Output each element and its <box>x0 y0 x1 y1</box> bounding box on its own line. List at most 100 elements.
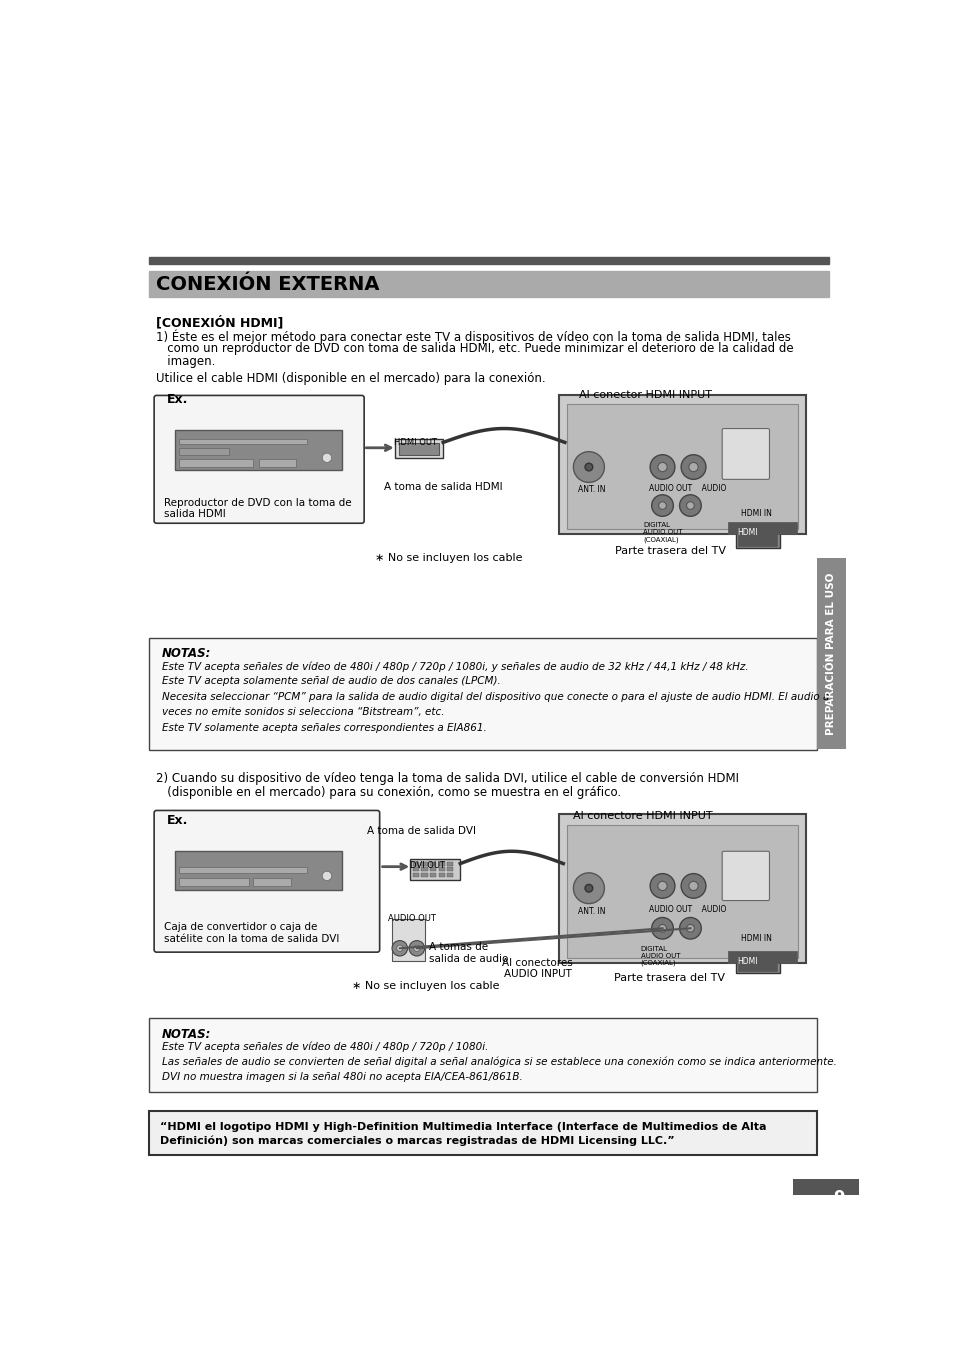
Bar <box>149 1111 816 1155</box>
Text: Caja de convertidor o caja de: Caja de convertidor o caja de <box>164 923 317 932</box>
Text: Este TV solamente acepta señales correspondientes a EIA861.: Este TV solamente acepta señales corresp… <box>162 723 486 732</box>
Bar <box>179 867 307 873</box>
Bar <box>149 1019 816 1092</box>
Bar <box>447 862 453 866</box>
Bar <box>438 867 444 871</box>
Text: Utilice el cable HDMI (disponible en el mercado) para la conexión.: Utilice el cable HDMI (disponible en el … <box>156 372 545 385</box>
Bar <box>149 257 828 263</box>
Text: Ex.: Ex. <box>167 815 189 827</box>
Text: Este TV acepta señales de vídeo de 480i / 480p / 720p / 1080i.: Este TV acepta señales de vídeo de 480i … <box>162 1042 488 1052</box>
Circle shape <box>396 946 402 951</box>
Bar <box>179 439 307 444</box>
Bar <box>395 439 443 458</box>
Text: Necesita seleccionar “PCM” para la salida de audio digital del dispositivo que c: Necesita seleccionar “PCM” para la salid… <box>162 692 828 703</box>
Bar <box>174 851 341 890</box>
Bar <box>738 532 777 546</box>
Circle shape <box>409 940 424 957</box>
Text: HDMI OUT: HDMI OUT <box>394 438 436 447</box>
Bar <box>558 396 805 534</box>
Text: 2) Cuando su dispositivo de vídeo tenga la toma de salida DVI, utilice el cable : 2) Cuando su dispositivo de vídeo tenga … <box>156 771 739 785</box>
Circle shape <box>573 451 604 482</box>
FancyBboxPatch shape <box>721 851 769 901</box>
Circle shape <box>584 463 592 471</box>
Text: A toma de salida HDMI: A toma de salida HDMI <box>383 482 501 492</box>
Circle shape <box>679 917 700 939</box>
Text: ∗ No se incluyen los cable: ∗ No se incluyen los cable <box>375 554 522 563</box>
Text: Parte trasera del TV: Parte trasera del TV <box>615 546 725 555</box>
Circle shape <box>584 885 592 892</box>
Circle shape <box>658 881 666 890</box>
Text: Parte trasera del TV: Parte trasera del TV <box>613 973 724 984</box>
Bar <box>179 458 253 467</box>
Circle shape <box>680 455 705 480</box>
Text: ES: ES <box>820 1179 834 1190</box>
Text: HDMI IN: HDMI IN <box>740 509 771 519</box>
Text: ANT. IN: ANT. IN <box>578 485 605 493</box>
Text: Al conectores
AUDIO INPUT: Al conectores AUDIO INPUT <box>502 958 573 979</box>
Text: como un reproductor de DVD con toma de salida HDMI, etc. Puede minimizar el dete: como un reproductor de DVD con toma de s… <box>156 342 793 355</box>
Bar <box>413 873 418 877</box>
Text: HDMI: HDMI <box>736 528 757 536</box>
Text: Ex.: Ex. <box>167 393 189 407</box>
Text: Reproductor de DVD con la toma de: Reproductor de DVD con la toma de <box>164 497 352 508</box>
Bar <box>430 873 436 877</box>
Text: DIGITAL
AUDIO OUT
(COAXIAL): DIGITAL AUDIO OUT (COAXIAL) <box>642 523 682 543</box>
Bar <box>413 867 418 871</box>
Circle shape <box>573 873 604 904</box>
Bar <box>392 919 424 962</box>
Text: Al conectore HDMI INPUT: Al conectore HDMI INPUT <box>573 811 712 821</box>
Text: HDMI IN: HDMI IN <box>740 935 771 943</box>
Text: Definición) son marcas comerciales o marcas registradas de HDMI Licensing LLC.”: Definición) son marcas comerciales o mar… <box>159 1135 674 1146</box>
Text: DVI no muestra imagen si la señal 480i no acepta EIA/CEA-861/861B.: DVI no muestra imagen si la señal 480i n… <box>162 1073 522 1082</box>
Bar <box>793 1178 858 1196</box>
Text: AUDIO OUT    AUDIO: AUDIO OUT AUDIO <box>648 905 725 915</box>
Text: ∗ No se incluyen los cable: ∗ No se incluyen los cable <box>352 981 498 990</box>
Text: NOTAS:: NOTAS: <box>162 647 211 661</box>
Text: (disponible en el mercado) para su conexión, como se muestra en el gráfico.: (disponible en el mercado) para su conex… <box>156 786 621 798</box>
Circle shape <box>679 494 700 516</box>
Text: DIGITAL
AUDIO OUT
(COAXIAL): DIGITAL AUDIO OUT (COAXIAL) <box>640 946 679 966</box>
Bar <box>430 867 436 871</box>
Bar <box>567 825 798 958</box>
Bar <box>447 867 453 871</box>
Text: AUDIO OUT    AUDIO: AUDIO OUT AUDIO <box>648 484 725 493</box>
Text: PREPARACIÓN PARA EL USO: PREPARACIÓN PARA EL USO <box>825 573 835 735</box>
Text: 1) Éste es el mejor método para conectar este TV a dispositivos de vídeo con la : 1) Éste es el mejor método para conectar… <box>156 330 790 345</box>
Text: 9: 9 <box>832 1189 843 1206</box>
Bar <box>179 878 249 886</box>
Text: DVI OUT: DVI OUT <box>410 861 444 870</box>
Bar <box>258 458 295 467</box>
Circle shape <box>658 462 666 471</box>
Bar <box>728 951 796 963</box>
Text: imagen.: imagen. <box>156 354 215 367</box>
Text: veces no emite sonidos si selecciona “Bitstream”, etc.: veces no emite sonidos si selecciona “Bi… <box>162 708 444 717</box>
Text: salida HDMI: salida HDMI <box>164 509 226 519</box>
Bar <box>430 862 436 866</box>
Bar <box>413 862 418 866</box>
Bar <box>410 859 459 880</box>
Circle shape <box>649 455 674 480</box>
Bar <box>738 957 777 970</box>
Bar <box>179 447 229 455</box>
Text: Este TV acepta señales de vídeo de 480i / 480p / 720p / 1080i, y señales de audi: Este TV acepta señales de vídeo de 480i … <box>162 661 748 671</box>
FancyBboxPatch shape <box>721 428 769 480</box>
Circle shape <box>651 494 673 516</box>
Bar <box>736 952 779 973</box>
Text: AUDIO OUT: AUDIO OUT <box>388 915 436 924</box>
Text: “HDMI el logotipo HDMI y High-Definition Multimedia Interface (Interface de Mult: “HDMI el logotipo HDMI y High-Definition… <box>159 1121 765 1132</box>
Circle shape <box>392 940 407 957</box>
FancyBboxPatch shape <box>154 811 379 952</box>
Bar <box>728 523 796 534</box>
Bar <box>398 443 439 455</box>
Text: A toma de salida DVI: A toma de salida DVI <box>367 825 476 836</box>
Text: ANT. IN: ANT. IN <box>578 907 605 916</box>
Text: satélite con la toma de salida DVI: satélite con la toma de salida DVI <box>164 934 339 943</box>
Bar <box>421 862 427 866</box>
Circle shape <box>322 453 332 462</box>
Text: HDMI: HDMI <box>737 957 758 966</box>
Circle shape <box>680 874 705 898</box>
Bar <box>816 558 845 748</box>
Bar <box>558 815 805 963</box>
Bar <box>567 404 798 528</box>
Circle shape <box>658 501 666 509</box>
